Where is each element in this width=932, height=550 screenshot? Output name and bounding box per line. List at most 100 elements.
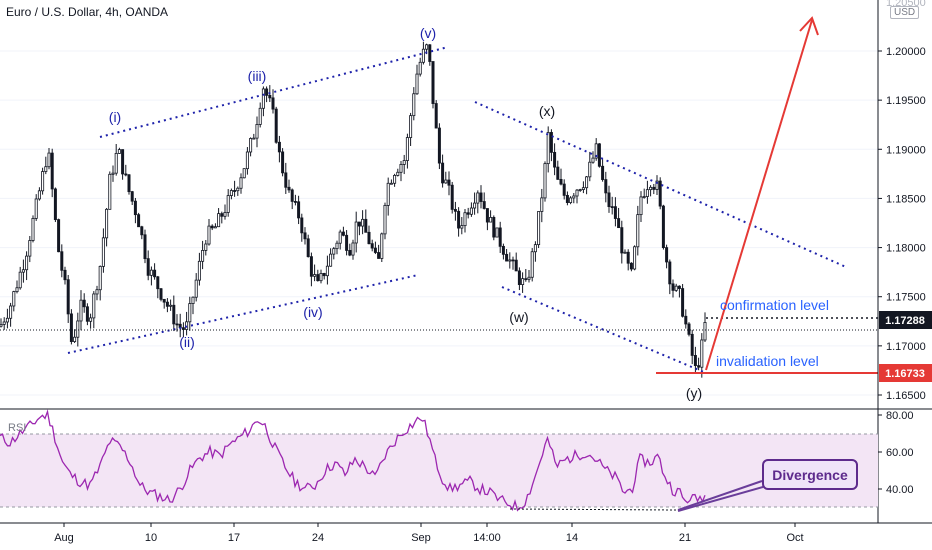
candle-body	[489, 216, 493, 223]
candle-body	[361, 218, 365, 227]
candle-body	[402, 160, 406, 165]
candle-body	[607, 192, 611, 208]
candle-body	[159, 288, 163, 300]
candle-body	[172, 304, 176, 325]
candle-body	[367, 231, 371, 245]
current-price-badge-label: 1.17288	[885, 315, 925, 327]
candle-body	[521, 278, 525, 285]
candle-body	[255, 124, 259, 139]
candle-body	[277, 141, 281, 153]
candle-body	[313, 274, 317, 277]
price-axis-ticks: 1.20000 1.19500 1.19000 1.18500 1.18000 1.175…	[878, 0, 926, 402]
time-tick-label: Sep	[411, 532, 431, 544]
candle-body	[351, 242, 355, 256]
candle-body	[418, 61, 422, 75]
candle-body	[354, 221, 358, 244]
candle-body	[389, 182, 393, 185]
candle-body	[63, 269, 67, 281]
candle-body	[73, 336, 77, 342]
candle-body	[153, 269, 157, 278]
time-tick-label: Aug	[54, 532, 74, 544]
divergence-callout-label: Divergence	[772, 466, 848, 483]
candle-body	[37, 190, 41, 200]
price-tick-label: 1.17000	[886, 341, 926, 353]
candle-body	[399, 164, 403, 173]
time-tick-label: 24	[312, 532, 324, 544]
candle-body	[652, 186, 656, 190]
trendline-upper-correction	[474, 101, 847, 268]
candle-body	[693, 355, 697, 366]
candle-body	[249, 138, 253, 153]
candle-body	[261, 88, 265, 109]
confirmation-level-label: confirmation level	[720, 297, 829, 313]
candle-body	[290, 189, 294, 202]
candle-body	[546, 132, 550, 165]
candle-body	[687, 323, 691, 335]
candle-body	[181, 327, 185, 330]
wave-label: (iii)	[248, 68, 267, 84]
rsi-line	[0, 409, 706, 512]
candle-body	[140, 226, 144, 236]
candle-body	[309, 256, 313, 277]
candle-body	[121, 149, 125, 175]
candlestick-series	[0, 41, 707, 378]
candle-body	[332, 248, 336, 255]
candle-body	[201, 250, 205, 262]
candle-body	[156, 276, 160, 290]
candle-body	[524, 278, 528, 281]
candle-body	[629, 262, 633, 270]
trendline-lower-correction	[501, 286, 707, 374]
candle-body	[623, 251, 627, 254]
candle-body	[242, 168, 246, 179]
wave-label: (i)	[109, 109, 121, 125]
candle-body	[105, 208, 109, 239]
candle-body	[101, 237, 105, 267]
candle-body	[47, 152, 51, 168]
candle-body	[252, 137, 256, 140]
candle-body	[409, 115, 413, 138]
candle-body	[204, 243, 208, 251]
candle-body	[25, 255, 29, 271]
candle-body	[581, 187, 585, 190]
candle-body	[601, 165, 605, 180]
candle-body	[441, 162, 445, 184]
candle-body	[444, 179, 448, 184]
candle-body	[492, 216, 496, 238]
time-tick-label: 17	[228, 532, 240, 544]
candle-body	[671, 283, 675, 291]
invalidation-price-badge-label: 1.16733	[885, 368, 925, 380]
candle-body	[447, 179, 451, 186]
candle-body	[300, 217, 304, 234]
candle-body	[220, 213, 224, 217]
candle-body	[108, 173, 112, 210]
candle-body	[194, 279, 198, 298]
divergence-callout: Divergence	[762, 459, 858, 490]
candle-body	[319, 273, 323, 282]
candle-body	[386, 182, 390, 206]
candle-body	[117, 149, 121, 154]
candle-body	[681, 288, 685, 317]
candle-body	[569, 197, 573, 203]
candle-body	[98, 265, 102, 291]
candle-body	[233, 190, 237, 192]
rsi-indicator-label[interactable]: RSI	[8, 422, 27, 434]
candle-body	[658, 180, 662, 207]
candle-body	[604, 179, 608, 194]
candle-body	[303, 232, 307, 240]
candle-body	[229, 190, 233, 196]
candle-body	[175, 323, 179, 326]
candle-body	[594, 143, 598, 159]
candle-body	[226, 195, 230, 213]
rsi-band-fill	[0, 434, 878, 507]
price-tick-label: 1.19000	[886, 144, 926, 156]
candle-body	[617, 218, 621, 229]
candle-body	[396, 171, 400, 176]
candle-body	[21, 269, 25, 273]
candle-body	[620, 227, 624, 254]
candle-body	[479, 192, 483, 202]
candle-body	[655, 180, 659, 190]
candle-body	[316, 274, 320, 282]
candle-body	[421, 48, 425, 63]
currency-badge[interactable]: USD	[890, 6, 920, 19]
candle-body	[5, 317, 9, 323]
